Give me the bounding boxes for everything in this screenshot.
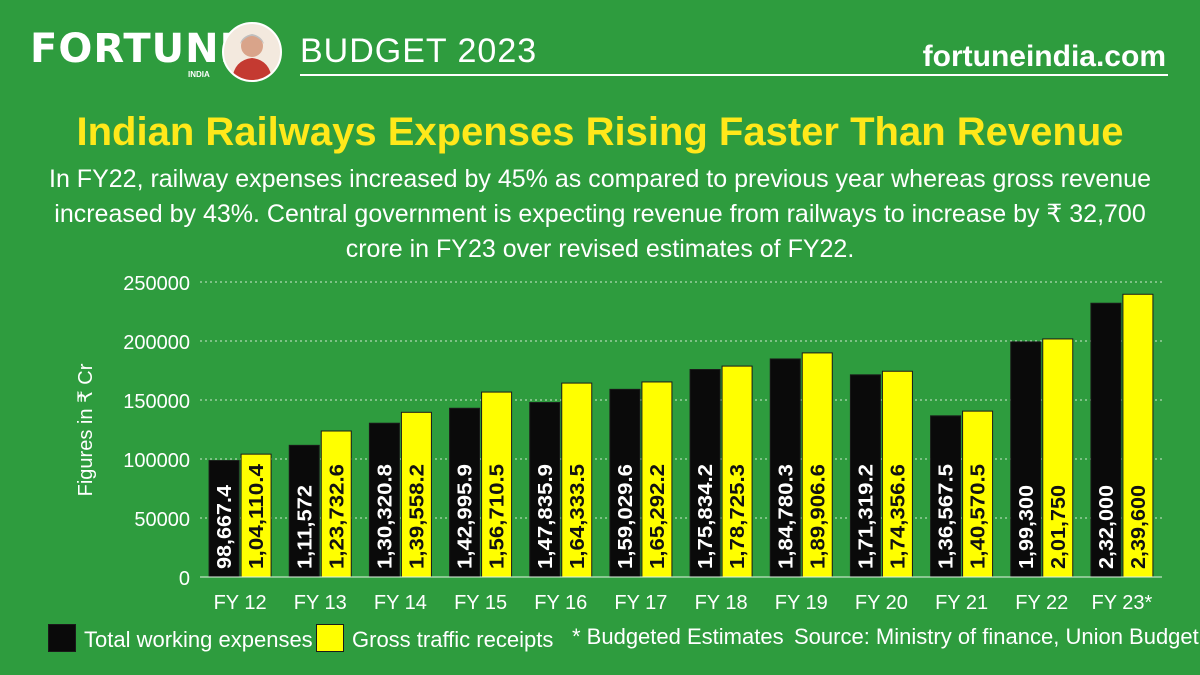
legend-label-receipts: Gross traffic receipts bbox=[352, 627, 554, 652]
bar-receipts bbox=[881, 370, 913, 578]
x-tick-label: FY 18 bbox=[695, 592, 748, 614]
x-tick-label: FY 13 bbox=[294, 592, 347, 614]
bar-value-label: 1,11,572 bbox=[294, 485, 316, 569]
bar-value-label: 1,84,780.3 bbox=[775, 464, 797, 569]
x-tick-label: FY 14 bbox=[374, 592, 427, 614]
bar-expenses bbox=[930, 415, 962, 578]
bar-value-label: 2,39,600 bbox=[1128, 485, 1150, 569]
y-tick-label: 250000 bbox=[123, 273, 190, 295]
bar-receipts bbox=[1122, 293, 1154, 578]
x-tick-label: FY 17 bbox=[614, 592, 667, 614]
chart-subtitle: In FY22, railway expenses increased by 4… bbox=[49, 165, 1151, 263]
y-tick-label: 50000 bbox=[134, 509, 190, 531]
bar-expenses bbox=[449, 407, 481, 578]
bar-value-label: 1,36,567.5 bbox=[936, 464, 958, 569]
bar-expenses bbox=[609, 388, 641, 578]
bar-receipts bbox=[561, 382, 593, 578]
brand-sub-label: INDIA bbox=[188, 70, 210, 79]
bar-value-label: 1,30,320.8 bbox=[374, 464, 396, 569]
bar-receipts bbox=[481, 391, 513, 578]
bar-receipts bbox=[962, 410, 994, 578]
bar-expenses bbox=[529, 402, 561, 578]
finance-minister-portrait bbox=[222, 22, 282, 82]
x-tick-label: FY 12 bbox=[214, 592, 267, 614]
bar-expenses bbox=[689, 369, 721, 578]
bar-value-label: 1,40,570.5 bbox=[968, 464, 990, 569]
section-title: BUDGET 2023 bbox=[300, 32, 538, 70]
bar-receipts bbox=[801, 352, 833, 578]
y-tick-label: 0 bbox=[179, 568, 190, 590]
bar-expenses bbox=[368, 422, 400, 578]
bar-value-label: 1,23,732.6 bbox=[326, 464, 348, 569]
site-url[interactable]: fortuneindia.com bbox=[922, 40, 1166, 73]
bar-value-label: 1,42,995.9 bbox=[455, 464, 477, 569]
legend-swatch-receipts bbox=[316, 624, 344, 652]
bar-receipts bbox=[721, 365, 753, 578]
x-tick-label: FY 21 bbox=[935, 592, 988, 614]
x-tick-label: FY 16 bbox=[534, 592, 587, 614]
y-tick-label: 100000 bbox=[123, 450, 190, 472]
bar-receipts bbox=[1042, 338, 1074, 578]
bar-expenses bbox=[1010, 341, 1042, 578]
bar-value-label: 1,59,029.6 bbox=[615, 464, 637, 569]
legend-label-expenses: Total working expenses bbox=[84, 627, 313, 652]
bar-value-label: 1,71,319.2 bbox=[855, 464, 877, 569]
header-rule bbox=[300, 74, 1168, 76]
legend-item-receipts: Gross traffic receipts bbox=[316, 624, 553, 653]
y-axis-label: Figures in ₹ Cr bbox=[75, 363, 97, 496]
bar-expenses bbox=[1090, 302, 1122, 578]
bar-value-label: 1,75,834.2 bbox=[695, 464, 717, 569]
bar-expenses bbox=[208, 460, 240, 578]
bar-value-label: 2,32,000 bbox=[1096, 485, 1118, 569]
x-tick-label: FY 23* bbox=[1092, 592, 1153, 614]
y-tick-label: 200000 bbox=[123, 332, 190, 354]
bar-expenses bbox=[769, 358, 801, 578]
bar-value-label: 1,47,835.9 bbox=[535, 464, 557, 569]
footnote-budgeted: * Budgeted Estimates bbox=[572, 624, 784, 649]
x-tick-label: FY 20 bbox=[855, 592, 908, 614]
legend-swatch-expenses bbox=[48, 624, 76, 652]
bar-receipts bbox=[240, 453, 272, 578]
bar-value-label: 1,65,292.2 bbox=[647, 464, 669, 569]
bar-value-label: 1,89,906.6 bbox=[807, 464, 829, 569]
bar-value-label: 1,99,300 bbox=[1016, 485, 1038, 569]
bar-value-label: 1,78,725.3 bbox=[727, 464, 749, 569]
bar-value-label: 1,04,110.4 bbox=[246, 463, 268, 569]
source-note: Source: Ministry of finance, Union Budge… bbox=[794, 624, 1199, 649]
bar-value-label: 1,39,558.2 bbox=[406, 464, 428, 569]
bar-value-label: 1,74,356.6 bbox=[887, 464, 909, 569]
x-tick-label: FY 22 bbox=[1015, 592, 1068, 614]
bar-value-label: 1,56,710.5 bbox=[487, 464, 509, 569]
y-tick-label: 150000 bbox=[123, 391, 190, 413]
x-tick-label: FY 15 bbox=[454, 592, 507, 614]
bar-value-label: 1,64,333.5 bbox=[567, 464, 589, 569]
brand-logo: FORTUNE bbox=[30, 26, 248, 72]
x-tick-label: FY 19 bbox=[775, 592, 828, 614]
bar-receipts bbox=[641, 381, 673, 578]
legend-item-expenses: Total working expenses bbox=[48, 624, 313, 653]
chart-title: Indian Railways Expenses Rising Faster T… bbox=[76, 110, 1124, 154]
bar-expenses bbox=[288, 444, 320, 578]
bar-value-label: 2,01,750 bbox=[1048, 485, 1070, 569]
bar-receipts bbox=[400, 411, 432, 578]
bar-value-label: 98,667.4 bbox=[214, 484, 236, 569]
